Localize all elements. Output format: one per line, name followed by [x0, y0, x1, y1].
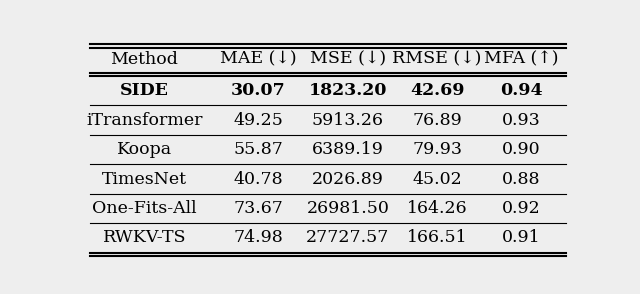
Text: 164.26: 164.26	[407, 200, 467, 217]
Text: 166.51: 166.51	[407, 229, 467, 246]
Text: RMSE (↓): RMSE (↓)	[392, 51, 482, 68]
Text: 79.93: 79.93	[412, 141, 462, 158]
Text: 76.89: 76.89	[412, 112, 462, 129]
Text: 30.07: 30.07	[231, 82, 286, 99]
Text: 40.78: 40.78	[234, 171, 284, 188]
Text: One-Fits-All: One-Fits-All	[92, 200, 196, 217]
Text: 26981.50: 26981.50	[307, 200, 389, 217]
Text: iTransformer: iTransformer	[86, 112, 203, 129]
Text: 0.90: 0.90	[502, 141, 541, 158]
Text: MAE (↓): MAE (↓)	[220, 51, 297, 68]
Text: 0.93: 0.93	[502, 112, 541, 129]
Text: SIDE: SIDE	[120, 82, 169, 99]
Text: 0.94: 0.94	[500, 82, 543, 99]
Text: 73.67: 73.67	[234, 200, 284, 217]
Text: Koopa: Koopa	[117, 141, 172, 158]
Text: 2026.89: 2026.89	[312, 171, 384, 188]
Text: 49.25: 49.25	[234, 112, 284, 129]
Text: 74.98: 74.98	[234, 229, 284, 246]
Text: 6389.19: 6389.19	[312, 141, 384, 158]
Text: 55.87: 55.87	[234, 141, 284, 158]
Text: 0.88: 0.88	[502, 171, 541, 188]
Text: MSE (↓): MSE (↓)	[310, 51, 386, 68]
Text: 27727.57: 27727.57	[306, 229, 390, 246]
Text: 1823.20: 1823.20	[308, 82, 387, 99]
Text: 45.02: 45.02	[412, 171, 462, 188]
Text: RWKV-TS: RWKV-TS	[103, 229, 186, 246]
Text: 5913.26: 5913.26	[312, 112, 384, 129]
Text: 42.69: 42.69	[410, 82, 465, 99]
Text: MFA (↑): MFA (↑)	[484, 51, 559, 68]
Text: 0.91: 0.91	[502, 229, 541, 246]
Text: Method: Method	[111, 51, 179, 68]
Text: TimesNet: TimesNet	[102, 171, 187, 188]
Text: 0.92: 0.92	[502, 200, 541, 217]
